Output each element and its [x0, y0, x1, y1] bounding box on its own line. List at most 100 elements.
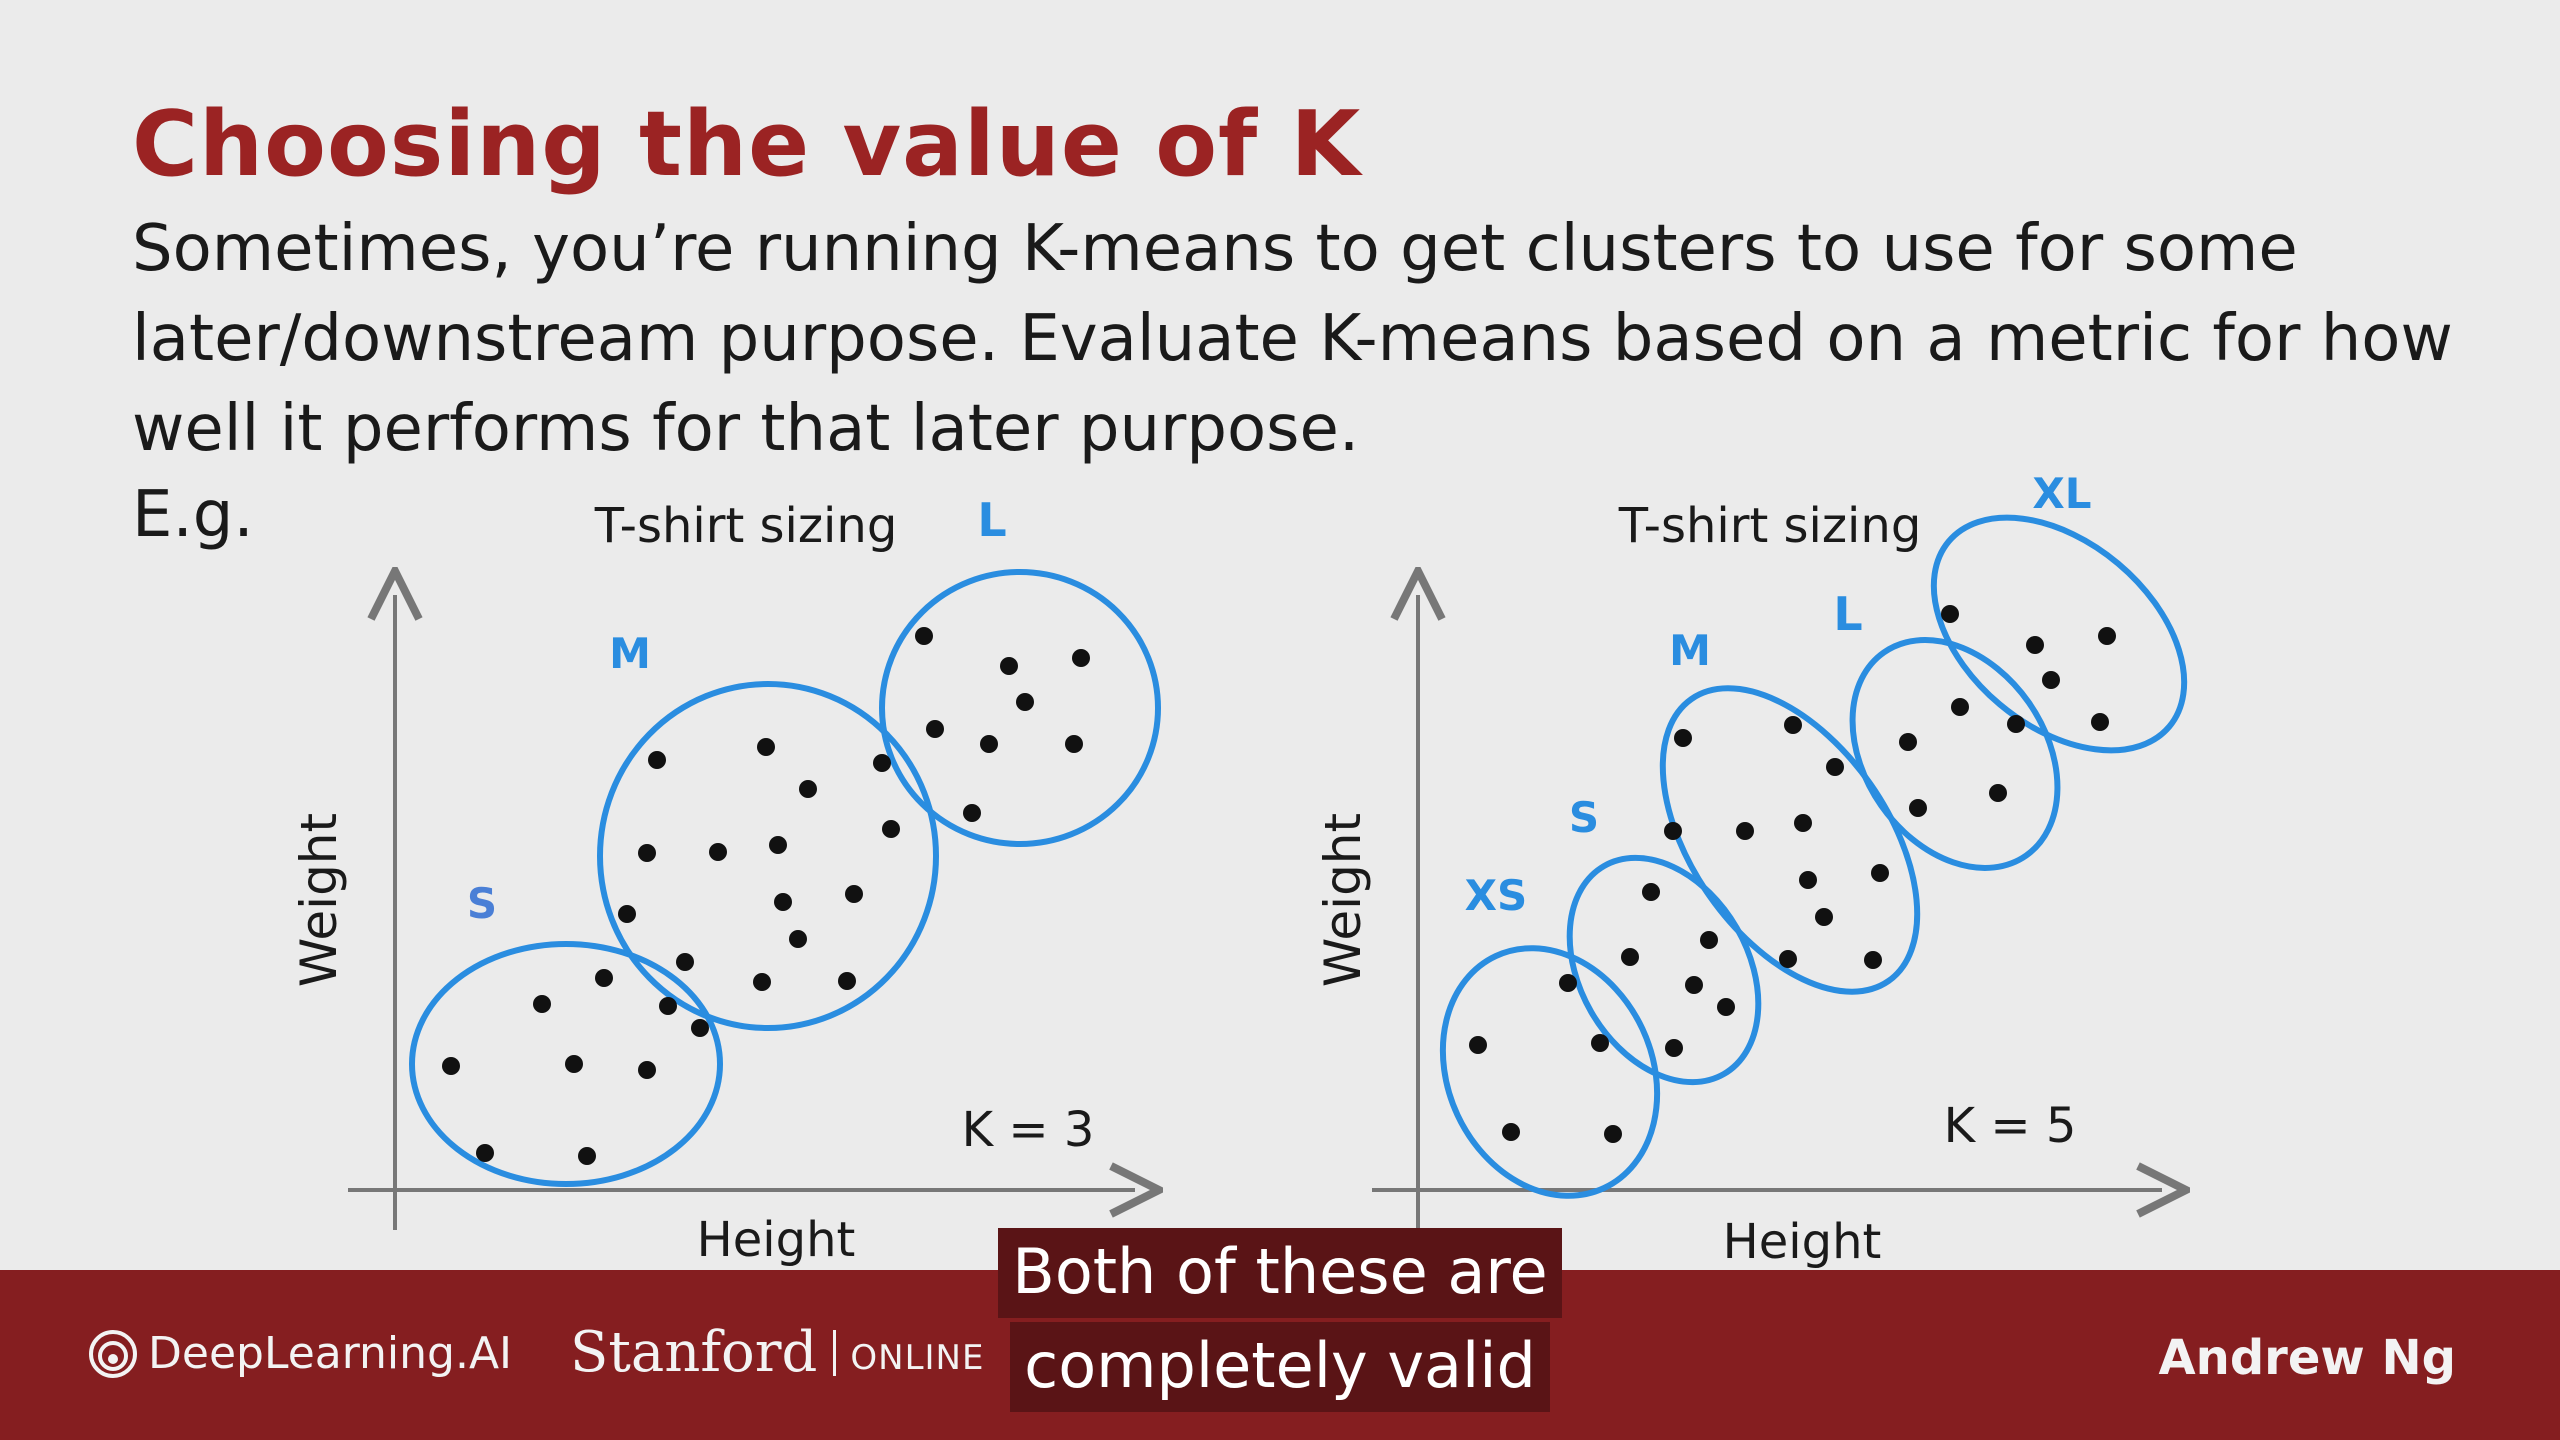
data-point: [1000, 657, 1018, 675]
data-point: [1559, 974, 1577, 992]
data-point: [873, 754, 891, 772]
stanford-divider: [833, 1329, 837, 1376]
data-point: [838, 972, 856, 990]
body-line-1: Sometimes, you’re running K-means to get…: [132, 212, 2298, 286]
right-cluster-l: [1849, 637, 2061, 871]
slide: Choosing the value of K Sometimes, you’r…: [132, 92, 2560, 1270]
right-x-label: Height: [1723, 1214, 1882, 1270]
data-point: [2026, 636, 2044, 654]
data-point: [789, 930, 807, 948]
data-point: [1717, 998, 1735, 1016]
data-point: [638, 844, 656, 862]
data-point: [980, 735, 998, 753]
data-point: [799, 780, 817, 798]
right-label-s: S: [1569, 793, 1599, 842]
data-point: [882, 820, 900, 838]
caption-line-1: Both of these are: [998, 1228, 1562, 1318]
data-point: [1951, 698, 1969, 716]
caption-line-2: completely valid: [1010, 1322, 1550, 1412]
data-point: [915, 627, 933, 645]
data-point: [926, 720, 944, 738]
left-data-points: [442, 627, 1090, 1165]
video-caption: Both of these are completely valid: [0, 1228, 2560, 1416]
data-point: [1665, 1039, 1683, 1057]
slide-title: Choosing the value of K: [132, 92, 1362, 197]
left-y-label: Weight: [290, 813, 348, 987]
stanford-online-text: ONLINE: [850, 1337, 985, 1378]
data-point: [1065, 735, 1083, 753]
data-point: [578, 1147, 596, 1165]
data-point: [2042, 671, 2060, 689]
data-point: [1736, 822, 1754, 840]
data-point: [1899, 733, 1917, 751]
data-point: [1685, 976, 1703, 994]
left-label-l: L: [977, 493, 1006, 547]
data-point: [1072, 649, 1090, 667]
left-cluster-s: [409, 941, 723, 1187]
data-point: [659, 997, 677, 1015]
right-label-l: L: [1833, 587, 1862, 641]
data-point: [769, 836, 787, 854]
stanford-name: Stanford: [570, 1320, 818, 1385]
left-cluster-l: [879, 569, 1161, 847]
data-point: [1871, 864, 1889, 882]
right-data-points: [1469, 605, 2116, 1143]
author-name: Andrew Ng: [2158, 1330, 2457, 1386]
right-plot-title: T-shirt sizing: [1618, 498, 1922, 554]
left-plot-title: T-shirt sizing: [594, 498, 898, 554]
deeplearning-ai-logo: DeepLearning.AI: [88, 1328, 512, 1379]
right-label-xl: XL: [2032, 469, 2091, 518]
example-label: E.g.: [132, 478, 254, 552]
right-y-label: Weight: [1314, 813, 1372, 987]
data-point: [1909, 799, 1927, 817]
data-point: [618, 905, 636, 923]
data-point: [595, 969, 613, 987]
data-point: [1864, 951, 1882, 969]
left-cluster-m: [597, 681, 939, 1031]
data-point: [1784, 716, 1802, 734]
data-point: [845, 885, 863, 903]
data-point: [648, 751, 666, 769]
data-point: [1664, 822, 1682, 840]
data-point: [1604, 1125, 1622, 1143]
right-cluster-xl: [1930, 514, 2188, 754]
right-label-m: M: [1669, 626, 1711, 675]
data-point: [1941, 605, 1959, 623]
data-point: [1794, 814, 1812, 832]
data-point: [676, 953, 694, 971]
data-point: [533, 995, 551, 1013]
left-plot: T-shirt sizing Height Weight K = 3 S M L: [290, 493, 1158, 1268]
data-point: [963, 804, 981, 822]
tshirt-sizing-figures: T-shirt sizing Height Weight K = 3 S M L: [290, 469, 2560, 1270]
body-line-2: later/downstream purpose. Evaluate K-mea…: [132, 302, 2453, 376]
data-point: [1674, 729, 1692, 747]
stanford-online-logo: Stanford ONLINE: [570, 1320, 984, 1385]
data-point: [757, 738, 775, 756]
data-point: [1016, 693, 1034, 711]
data-point: [2007, 715, 2025, 733]
right-k-label: K = 5: [1944, 1098, 2077, 1154]
data-point: [1779, 950, 1797, 968]
data-point: [2098, 627, 2116, 645]
data-point: [1469, 1036, 1487, 1054]
data-point: [1826, 758, 1844, 776]
data-point: [1621, 948, 1639, 966]
right-cluster-xs: [1439, 945, 1661, 1199]
data-point: [709, 843, 727, 861]
data-point: [442, 1057, 460, 1075]
deeplearning-logo-icon: [89, 1329, 137, 1378]
data-point: [691, 1019, 709, 1037]
data-point: [1700, 931, 1718, 949]
data-point: [1642, 883, 1660, 901]
left-label-s: S: [467, 879, 497, 928]
left-k-label: K = 3: [962, 1102, 1095, 1158]
data-point: [1591, 1034, 1609, 1052]
data-point: [1815, 908, 1833, 926]
data-point: [1799, 871, 1817, 889]
data-point: [774, 893, 792, 911]
right-cluster-s: [1566, 854, 1762, 1086]
body-line-3: well it performs for that later purpose.: [132, 392, 1360, 466]
left-label-m: M: [609, 629, 651, 678]
data-point: [1502, 1123, 1520, 1141]
data-point: [565, 1055, 583, 1073]
